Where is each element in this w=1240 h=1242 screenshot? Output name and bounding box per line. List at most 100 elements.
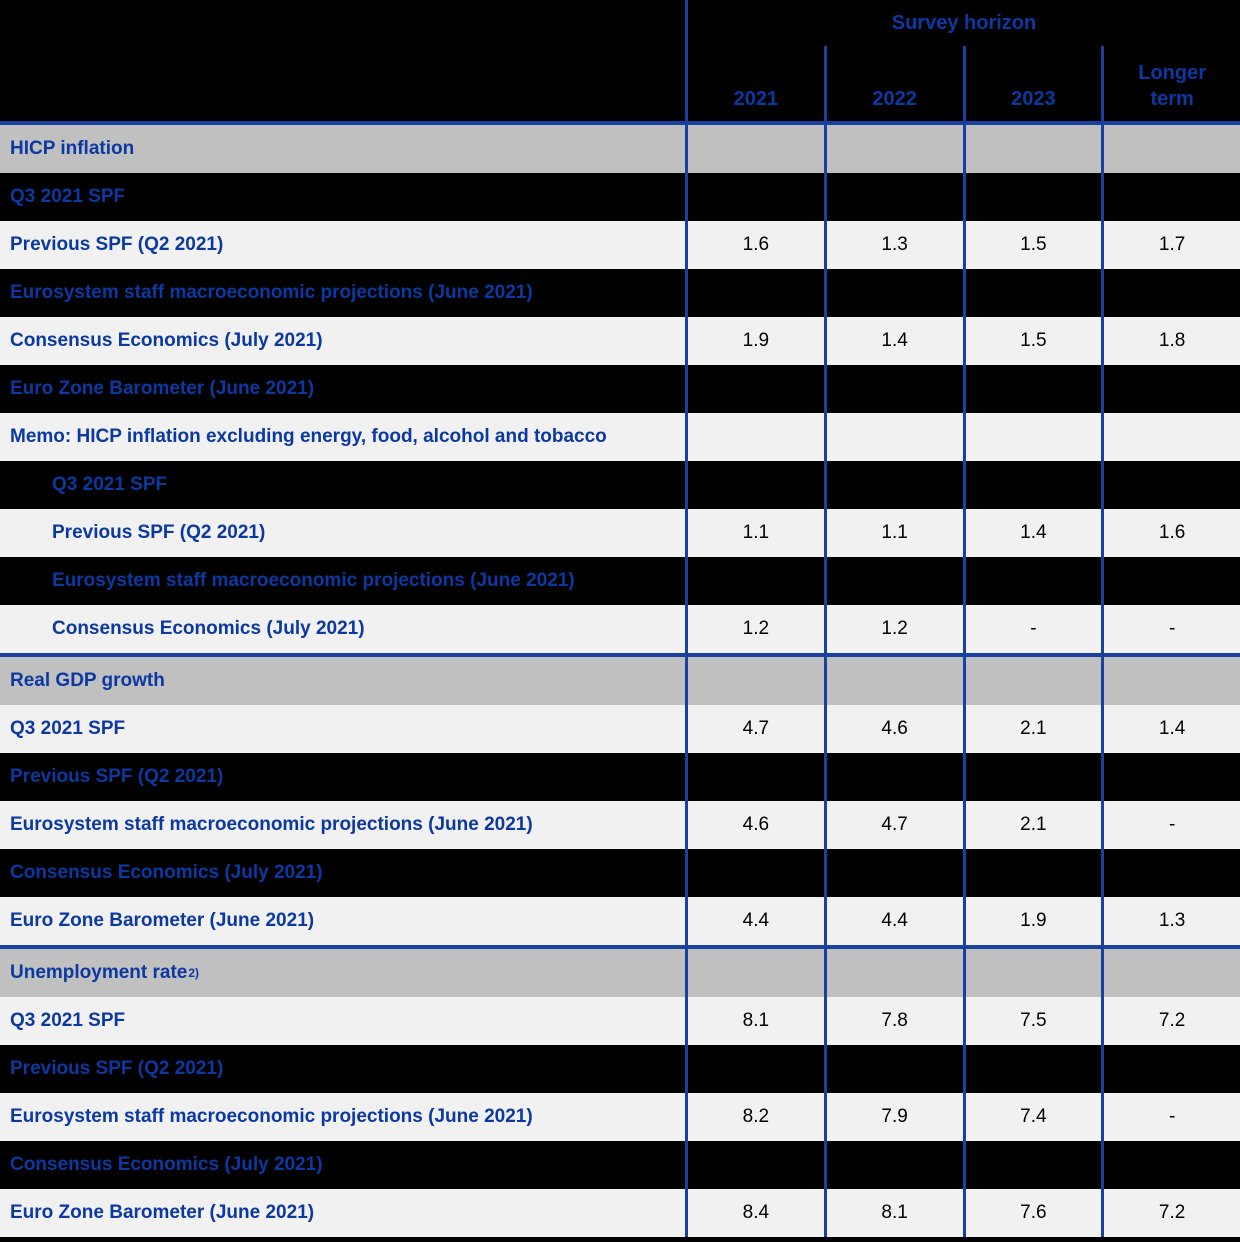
table-row: Previous SPF (Q2 2021) 1.1 1.1 1.4 1.6 — [0, 509, 1240, 557]
row-label: Consensus Economics (July 2021) — [0, 317, 688, 365]
row-label: Previous SPF (Q2 2021) — [0, 509, 688, 557]
column-header-2021: 2021 — [733, 88, 779, 110]
value-cell: 1.5 — [962, 221, 1102, 269]
row-label: Q3 2021 SPF — [0, 461, 688, 509]
table-row: Q3 2021 SPF 4.7 4.6 2.1 1.4 — [0, 705, 1240, 753]
value-cell — [1101, 557, 1240, 605]
value-cell — [823, 269, 963, 317]
value-cell: 4.6 — [742, 814, 770, 835]
value-cell — [823, 849, 963, 897]
value-cell — [823, 657, 963, 705]
value-cell: 1.4 — [1101, 705, 1240, 753]
value-cell — [823, 557, 963, 605]
value-cell — [962, 125, 1102, 173]
table-row: Consensus Economics (July 2021) 1.2 1.2- - — [0, 605, 1240, 653]
row-label: HICP inflation — [0, 125, 688, 173]
value-cell — [962, 557, 1102, 605]
value-cell — [688, 173, 824, 221]
row-label: Memo: HICP inflation excluding energy, f… — [0, 413, 688, 461]
value-cell — [1101, 849, 1240, 897]
value-cell: 7.4 — [962, 1093, 1102, 1141]
value-cell — [823, 753, 963, 801]
row-label: Q3 2021 SPF — [0, 173, 688, 221]
value-cell — [688, 365, 824, 413]
value-cell — [823, 949, 963, 997]
value-cell: 1.6 — [742, 234, 770, 255]
table-row: Previous SPF (Q2 2021) 1.6 1.3 1.5 1.7 — [0, 221, 1240, 269]
header-columns-area: Survey horizon 2021 2022 2023 Longer ter… — [688, 0, 1240, 121]
value-cell — [1101, 461, 1240, 509]
row-label: Euro Zone Barometer (June 2021) — [0, 897, 688, 945]
table-row: Consensus Economics (July 2021) 1.9 1.4 1.5… — [0, 317, 1240, 365]
value-cell — [962, 173, 1102, 221]
value-cell: 1.3 — [1101, 897, 1240, 945]
row-label: Eurosystem staff macroeconomic projectio… — [0, 269, 688, 317]
value-cell: 1.7 — [1101, 221, 1240, 269]
value-cell — [962, 949, 1102, 997]
table-row: Previous SPF (Q2 2021) — [0, 753, 1240, 801]
value-cell: 7.9 — [823, 1093, 963, 1141]
value-cell: 1.4 — [962, 509, 1102, 557]
value-cell: - — [962, 605, 1102, 653]
value-cell — [823, 1141, 963, 1189]
table-row: Euro Zone Barometer (June 2021) 8.4 8.1 7.6… — [0, 1189, 1240, 1237]
value-cell — [1101, 413, 1240, 461]
value-cell: 1.9 — [962, 897, 1102, 945]
header-corner-cell — [0, 0, 688, 121]
value-cell — [962, 849, 1102, 897]
value-cell: 8.1 — [823, 1189, 963, 1237]
value-cell — [1101, 949, 1240, 997]
value-cell — [1101, 1045, 1240, 1093]
value-cell — [823, 413, 963, 461]
section-header-row: Real GDP growth — [0, 657, 1240, 705]
row-label: Consensus Economics (July 2021) — [0, 605, 688, 653]
value-cell: 4.7 — [823, 801, 963, 849]
value-cell — [688, 1141, 824, 1189]
value-cell: 7.2 — [1101, 997, 1240, 1045]
value-cell: 4.4 — [742, 910, 770, 931]
value-cell: 1.2 — [742, 618, 770, 639]
value-cell: 4.4 — [823, 897, 963, 945]
row-label: Consensus Economics (July 2021) — [0, 849, 688, 897]
table-header: Survey horizon 2021 2022 2023 Longer ter… — [0, 0, 1240, 121]
row-label: Previous SPF (Q2 2021) — [0, 221, 688, 269]
value-cell: 7.5 — [962, 997, 1102, 1045]
value-cell: 8.2 — [742, 1106, 770, 1127]
table-row: Euro Zone Barometer (June 2021) 4.4 4.4 1.9… — [0, 897, 1240, 945]
row-label: Euro Zone Barometer (June 2021) — [0, 1189, 688, 1237]
value-cell — [823, 461, 963, 509]
row-label: Q3 2021 SPF — [0, 705, 688, 753]
value-cell — [962, 1141, 1102, 1189]
table-row: Consensus Economics (July 2021) — [0, 1141, 1240, 1189]
value-cell: 2.1 — [962, 801, 1102, 849]
value-cell — [688, 753, 824, 801]
value-cell — [688, 413, 824, 461]
value-cell — [1101, 365, 1240, 413]
row-label: Eurosystem staff macroeconomic projectio… — [0, 557, 688, 605]
value-cell: 1.2 — [823, 605, 963, 653]
value-cell — [962, 269, 1102, 317]
value-cell — [1101, 753, 1240, 801]
value-cell — [962, 461, 1102, 509]
value-cell — [962, 1045, 1102, 1093]
value-cell — [823, 365, 963, 413]
value-cell: 1.4 — [823, 317, 963, 365]
value-cell: 1.1 — [823, 509, 963, 557]
section-divider-line — [0, 121, 1240, 125]
value-cell — [1101, 173, 1240, 221]
year-header-row: 2021 2022 2023 Longer term — [688, 46, 1240, 121]
value-cell: 8.1 — [742, 1010, 770, 1031]
value-cell — [823, 1045, 963, 1093]
value-cell: 4.7 — [742, 718, 770, 739]
value-cell — [962, 413, 1102, 461]
section-divider-line — [0, 653, 1240, 657]
row-label: Eurosystem staff macroeconomic projectio… — [0, 1093, 688, 1141]
row-label: Unemployment rate 2) — [0, 949, 688, 997]
bottom-border — [0, 1237, 1240, 1242]
table-row: Q3 2021 SPF 8.1 7.8 7.5 7.2 — [0, 997, 1240, 1045]
row-label: Euro Zone Barometer (June 2021) — [0, 365, 688, 413]
value-cell — [1101, 1141, 1240, 1189]
value-cell — [688, 269, 824, 317]
table-row: Q3 2021 SPF — [0, 461, 1240, 509]
